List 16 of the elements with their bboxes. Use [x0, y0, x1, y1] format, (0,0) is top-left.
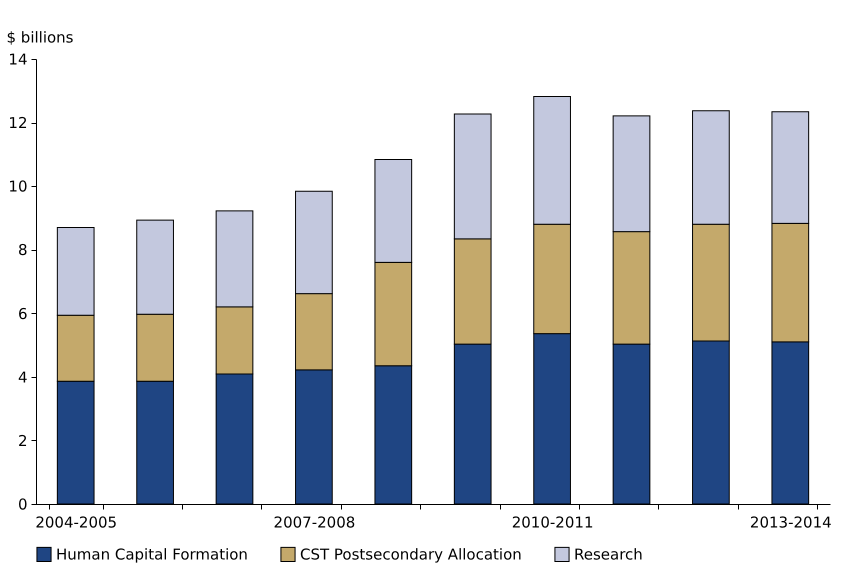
y-axis-title: $ billions	[6, 28, 74, 46]
legend-label: Human Capital Formation	[56, 545, 248, 564]
y-tick-label: 8	[18, 241, 28, 260]
legend-label: CST Postsecondary Allocation	[300, 545, 522, 564]
y-tick-label: 4	[18, 368, 28, 386]
y-tick-label: 0	[18, 496, 28, 514]
legend-label: Research	[574, 545, 643, 564]
x-tick-label: 2010-2011	[512, 514, 594, 532]
y-tick-label: 6	[18, 304, 28, 323]
x-tick-label: 2007-2008	[274, 514, 356, 532]
y-tick-label: 10	[8, 178, 28, 196]
y-tick-label: 2	[18, 432, 28, 450]
x-tick-label: 2004-2005	[35, 514, 118, 532]
x-tick-label: 2013-2014	[750, 514, 832, 532]
y-tick-label: 14	[8, 50, 28, 68]
y-tick-label: 12	[8, 114, 28, 132]
